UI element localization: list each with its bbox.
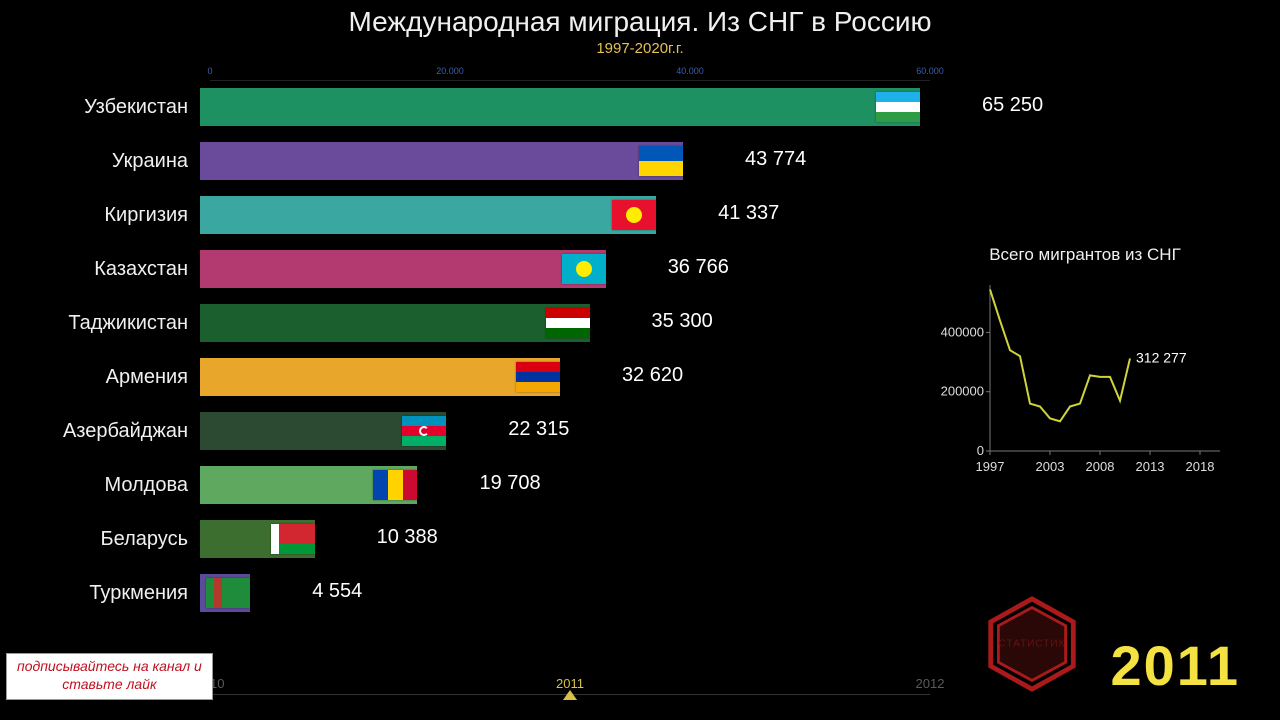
flag-icon — [516, 362, 560, 392]
y-tick-label: 200000 — [941, 384, 984, 399]
bar — [200, 358, 560, 396]
bar-value: 4 554 — [312, 580, 362, 603]
bar-label: Армения — [0, 366, 200, 389]
bar-value: 65 250 — [982, 94, 1043, 117]
bar-chart: 020.00040.00060.000 Узбекистан65 250Укра… — [0, 80, 850, 640]
bar-value: 36 766 — [668, 256, 729, 279]
x-tick-label: 1997 — [976, 459, 1005, 474]
x-tick-label: 2008 — [1086, 459, 1115, 474]
bar-track: 32 620 — [200, 358, 850, 396]
bar-track: 43 774 — [200, 142, 850, 180]
bar-label: Туркмения — [0, 582, 200, 605]
bar-track: 41 337 — [200, 196, 850, 234]
bar-label: Киргизия — [0, 204, 200, 227]
bar-label: Таджикистан — [0, 312, 200, 335]
flag-icon — [876, 92, 920, 122]
bar-label: Украина — [0, 150, 200, 173]
bar — [200, 250, 606, 288]
bar-label: Узбекистан — [0, 96, 200, 119]
bar-row: Казахстан 36 766 — [0, 242, 850, 296]
top-axis-tick: 40.000 — [676, 66, 704, 76]
flag-icon — [639, 146, 683, 176]
bar-label: Молдова — [0, 474, 200, 497]
timeline-label: 2011 — [556, 676, 584, 691]
line-chart: Всего мигрантов из СНГ 0 200000 400000 1997… — [930, 245, 1240, 495]
bar-row: Киргизия 41 337 — [0, 188, 850, 242]
bar-track: 19 708 — [200, 466, 850, 504]
subscribe-line2: ставьте лайк — [17, 676, 202, 694]
bar-track: 4 554 — [200, 574, 850, 612]
bar-value: 35 300 — [652, 310, 713, 333]
top-axis: 020.00040.00060.000 — [210, 66, 930, 80]
flag-icon — [271, 524, 315, 554]
bar-track: 36 766 — [200, 250, 850, 288]
chart-subtitle: 1997-2020г.г. — [0, 40, 1280, 57]
bar-row: Таджикистан 35 300 — [0, 296, 850, 350]
y-tick-label: 400000 — [941, 324, 984, 339]
flag-icon — [373, 470, 417, 500]
top-axis-tick: 0 — [207, 66, 212, 76]
y-tick-label: 0 — [977, 443, 984, 458]
flag-icon — [562, 254, 606, 284]
bar-track: 10 388 — [200, 520, 850, 558]
bar-label: Казахстан — [0, 258, 200, 281]
bar-row: Армения 32 620 — [0, 350, 850, 404]
flag-icon — [546, 308, 590, 338]
bar-row: Беларусь 10 388 — [0, 512, 850, 566]
flag-icon — [402, 416, 446, 446]
timeline-label: 2012 — [916, 676, 945, 691]
x-tick-label: 2013 — [1136, 459, 1165, 474]
bar — [200, 466, 417, 504]
x-tick-label: 2003 — [1036, 459, 1065, 474]
bar — [200, 304, 590, 342]
bar-row: Молдова 19 708 — [0, 458, 850, 512]
bar — [200, 88, 920, 126]
bar-track: 22 315 — [200, 412, 850, 450]
bar-value: 19 708 — [479, 472, 540, 495]
line-series — [990, 289, 1130, 421]
bar-value: 41 337 — [718, 202, 779, 225]
bar — [200, 196, 656, 234]
bar-value: 32 620 — [622, 364, 683, 387]
bar-value: 43 774 — [745, 148, 806, 171]
top-axis-tick: 60.000 — [916, 66, 944, 76]
bar-label: Азербайджан — [0, 420, 200, 443]
timeline-marker-icon — [563, 690, 577, 700]
logo-text: СТАТИСТИК — [999, 639, 1066, 650]
bar — [200, 412, 446, 450]
flag-icon — [206, 578, 250, 608]
current-year: 2011 — [1111, 633, 1241, 698]
bar-value: 10 388 — [377, 526, 438, 549]
subscribe-line1: подписывайтесь на канал и — [17, 658, 202, 676]
logo-badge: СТАТИСТИК — [984, 596, 1080, 692]
timeline: 201020112012 — [210, 676, 930, 700]
bar-track: 35 300 — [200, 304, 850, 342]
subscribe-box: подписывайтесь на канал и ставьте лайк — [6, 653, 213, 700]
bar-value: 22 315 — [508, 418, 569, 441]
bar — [200, 142, 683, 180]
bar-track: 65 250 — [200, 88, 850, 126]
bar-row: Туркмения 4 554 — [0, 566, 850, 620]
bar-label: Беларусь — [0, 528, 200, 551]
bar — [200, 574, 250, 612]
line-chart-title: Всего мигрантов из СНГ — [930, 245, 1240, 265]
line-current-value: 312 277 — [1136, 349, 1187, 365]
flag-icon — [612, 200, 656, 230]
top-axis-tick: 20.000 — [436, 66, 464, 76]
bar-row: Азербайджан 22 315 — [0, 404, 850, 458]
bar — [200, 520, 315, 558]
bar-row: Узбекистан65 250 — [0, 80, 850, 134]
x-tick-label: 2018 — [1186, 459, 1215, 474]
bar-row: Украина 43 774 — [0, 134, 850, 188]
chart-title: Международная миграция. Из СНГ в Россию — [0, 0, 1280, 38]
